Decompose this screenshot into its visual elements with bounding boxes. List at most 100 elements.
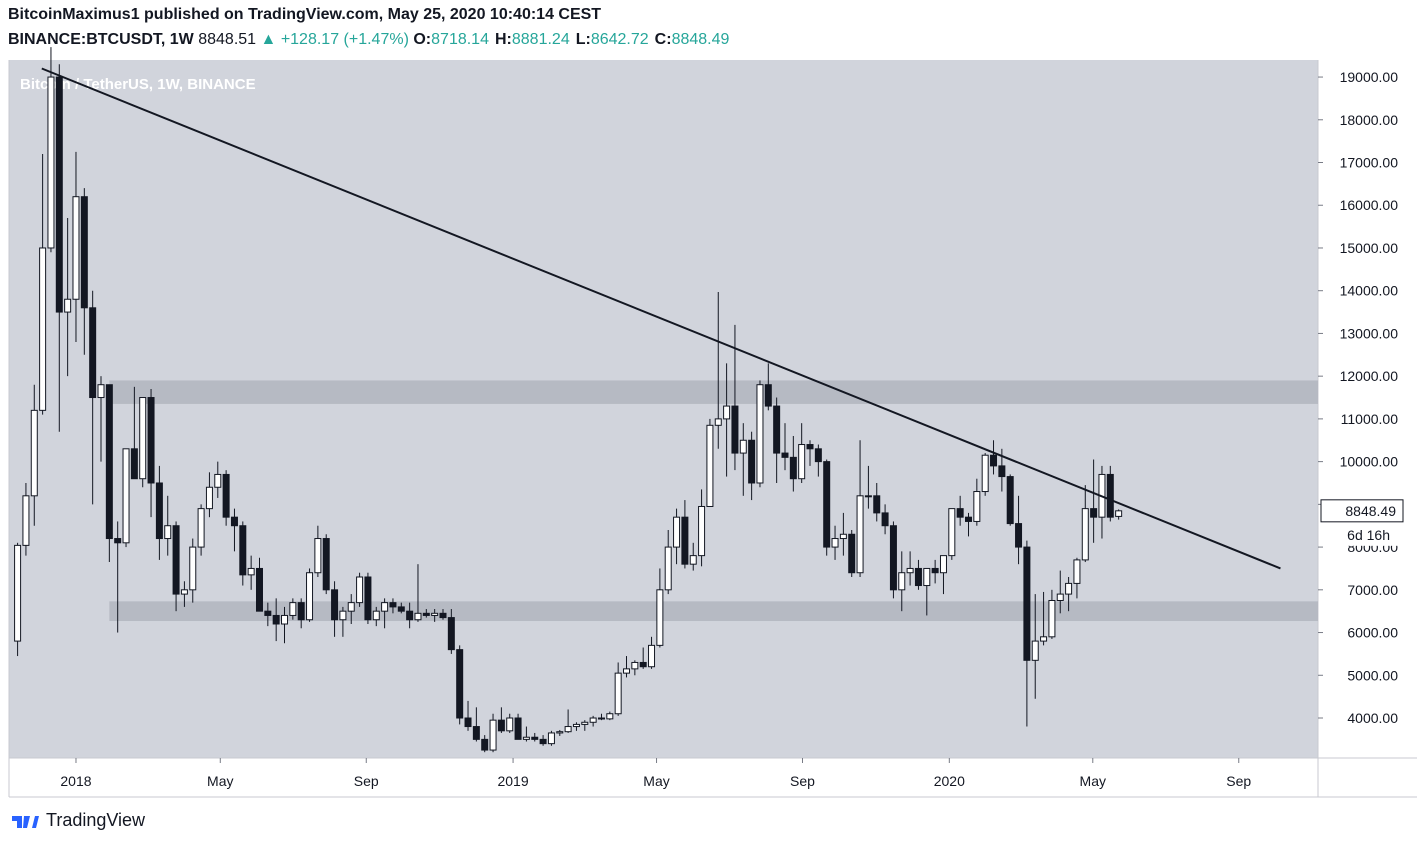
candle-body <box>255 567 263 612</box>
candle-body <box>30 409 38 497</box>
candle-body <box>964 516 972 522</box>
y-tick-label: 16000.00 <box>1340 197 1399 213</box>
y-tick-label: 5000.00 <box>1347 667 1398 683</box>
author: BitcoinMaximus1 published on TradingView… <box>8 6 602 23</box>
candle-body <box>64 298 72 313</box>
countdown: 6d 16h <box>1347 527 1390 543</box>
candle-body <box>381 602 389 612</box>
candle-body <box>973 491 981 522</box>
candle-body <box>306 572 314 621</box>
candle-body <box>1040 636 1048 642</box>
candle-body <box>14 544 22 642</box>
y-tick-label: 18000.00 <box>1340 112 1399 128</box>
candle-body <box>114 538 122 544</box>
y-tick-label: 4000.00 <box>1347 710 1398 726</box>
candle-body <box>1106 473 1114 518</box>
x-tick-label: Sep <box>1226 773 1251 789</box>
candle-body <box>898 572 906 591</box>
candle-body <box>873 495 881 514</box>
candle-body <box>489 719 497 751</box>
ohlc-value: 8718.14 <box>431 31 489 48</box>
header-line: BitcoinMaximus1 published on TradingView… <box>8 6 601 24</box>
x-tick-label: 2020 <box>934 773 965 789</box>
candle-body <box>623 668 631 674</box>
candle-body <box>372 610 380 621</box>
countdown-box <box>1331 523 1399 546</box>
candle-body <box>572 723 580 728</box>
candle-body <box>364 576 372 621</box>
candle-body <box>72 196 80 300</box>
candle-body <box>1048 599 1056 638</box>
candle-body <box>22 495 30 546</box>
candle-body <box>80 196 88 309</box>
candle-body <box>180 589 188 595</box>
candle-body <box>431 612 439 616</box>
x-tick-label: May <box>1080 773 1106 789</box>
candle-body <box>856 495 864 574</box>
candle-body <box>581 721 589 725</box>
candle-body <box>556 731 564 734</box>
y-tick-label: 7000.00 <box>1347 582 1398 598</box>
candle-body <box>848 533 856 574</box>
zone <box>109 380 1318 404</box>
y-tick-label: 15000.00 <box>1340 240 1399 256</box>
ohlc-value: 8642.72 <box>590 31 649 48</box>
candle-body <box>422 612 430 616</box>
candle-body <box>956 508 964 518</box>
candle-body <box>597 717 605 720</box>
x-tick-label: May <box>643 773 669 789</box>
candle-body <box>673 516 681 548</box>
candle-body <box>356 576 364 604</box>
candle-body <box>347 602 355 612</box>
ohlc-label: O: <box>413 31 432 48</box>
candle-body <box>139 397 147 480</box>
candle-body <box>439 612 447 619</box>
candle-body <box>656 589 664 646</box>
trendline <box>41 67 1281 570</box>
ohlc: O:8718.14 H:8881.24 L:8642.72 C:8848.49 <box>413 31 735 48</box>
candle-body <box>814 448 822 463</box>
candle-body <box>130 448 138 480</box>
candle-body <box>614 672 622 715</box>
candle-body <box>172 525 180 595</box>
candle-body <box>189 546 197 591</box>
candle-body <box>1081 508 1089 561</box>
candle-body <box>322 538 330 591</box>
candle-body <box>47 76 55 249</box>
candle-body <box>97 384 105 399</box>
y-tick-label: 13000.00 <box>1340 325 1399 341</box>
candle-body <box>506 717 514 732</box>
candle-body <box>631 661 639 670</box>
candle-body <box>147 397 155 484</box>
candle-body <box>55 76 63 313</box>
candle-body <box>281 614 289 625</box>
candle-body <box>1031 640 1039 661</box>
candle-body <box>948 508 956 557</box>
candle-body <box>939 555 947 574</box>
candle-body <box>881 512 889 527</box>
candle-body <box>756 384 764 484</box>
x-tick-label: 2019 <box>497 773 528 789</box>
candle-body <box>564 726 572 733</box>
candle-body <box>906 567 914 574</box>
candle-body <box>155 482 163 540</box>
price-label: 8848.49 <box>1345 503 1396 519</box>
candle-body <box>639 661 647 668</box>
candle-body <box>497 719 505 732</box>
candle-body <box>205 486 213 510</box>
ohlc-value: 8881.24 <box>511 31 570 48</box>
ohlc-value: 8848.49 <box>671 31 730 48</box>
candle-body <box>464 717 472 728</box>
candle-body <box>823 461 831 548</box>
candle-body <box>831 538 839 548</box>
candle-body <box>1065 582 1073 595</box>
candle-body <box>122 448 130 544</box>
y-tick-label: 19000.00 <box>1340 69 1399 85</box>
watermark: Bitcoin / TetherUS, 1W, BINANCE <box>20 76 256 93</box>
candle-body <box>1015 523 1023 548</box>
candle-body <box>456 649 464 719</box>
candle-body <box>414 612 422 621</box>
footer: TradingView <box>10 810 145 831</box>
y-tick-label: 17000.00 <box>1340 155 1399 171</box>
